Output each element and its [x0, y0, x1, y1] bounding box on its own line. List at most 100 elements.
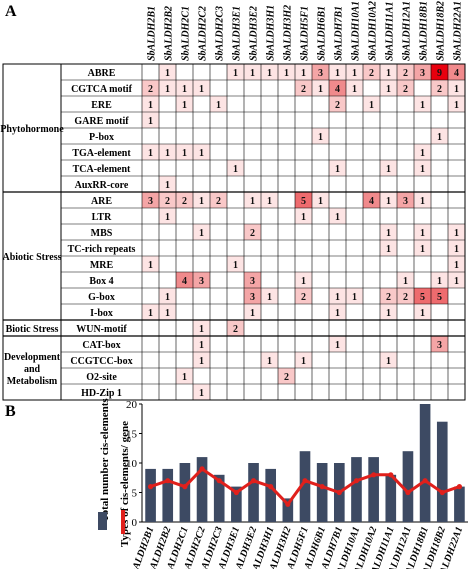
gene-header: SbALDH3E1 — [232, 6, 243, 61]
heatmap-cell-value: 1 — [182, 84, 187, 95]
heatmap-cell — [312, 224, 329, 240]
heatmap-cell-value: 2 — [165, 196, 170, 207]
heatmap-cell — [159, 256, 176, 272]
heatmap-cell — [380, 272, 397, 288]
heatmap-cell — [142, 64, 159, 80]
heatmap-cell — [210, 64, 227, 80]
heatmap-cell-value: 1 — [250, 196, 255, 207]
heatmap-cell — [210, 128, 227, 144]
heatmap-cell — [431, 256, 448, 272]
bar — [299, 451, 311, 522]
heatmap-cell — [244, 64, 261, 80]
heatmap-cell — [261, 352, 278, 368]
heatmap-cell-value: 3 — [250, 292, 255, 303]
heatmap-cell — [159, 352, 176, 368]
heatmap-cell — [278, 256, 295, 272]
heatmap-cell — [448, 176, 465, 192]
heatmap-cell-value: 1 — [233, 260, 238, 271]
heatmap-cell — [210, 384, 227, 400]
heatmap-cell — [193, 288, 210, 304]
heatmap-cell — [227, 368, 244, 384]
heatmap-cell — [346, 112, 363, 128]
heatmap-cell-value: 3 — [318, 68, 323, 79]
heatmap-cell — [329, 336, 346, 352]
heatmap-cell — [414, 208, 431, 224]
heatmap-cell — [397, 272, 414, 288]
heatmap-cell — [329, 352, 346, 368]
heatmap-cell — [363, 96, 380, 112]
heatmap-cell — [176, 304, 193, 320]
element-label: ERE — [91, 100, 112, 111]
heatmap-cell — [193, 176, 210, 192]
heatmap-cell — [193, 96, 210, 112]
heatmap-cell — [295, 320, 312, 336]
heatmap-cell — [295, 80, 312, 96]
element-label: Box 4 — [89, 276, 113, 287]
y-tick-label: 15 — [126, 429, 138, 441]
heatmap-cell — [346, 336, 363, 352]
line-point — [199, 466, 205, 472]
heatmap-cell — [261, 96, 278, 112]
heatmap-cell-value: 1 — [199, 148, 204, 159]
heatmap-cell — [193, 304, 210, 320]
heatmap-cell — [380, 352, 397, 368]
heatmap-cell — [397, 176, 414, 192]
heatmap-cell — [193, 272, 210, 288]
heatmap-cell — [159, 208, 176, 224]
heatmap-cell-value: 1 — [386, 244, 391, 255]
heatmap-cell-value: 3 — [437, 340, 442, 351]
heatmap-cell — [346, 384, 363, 400]
gene-header: SbALDH11A1 — [385, 2, 396, 61]
heatmap-cell — [431, 224, 448, 240]
heatmap-cell — [193, 320, 210, 336]
gene-header: SbALDH12A1 — [402, 1, 413, 61]
heatmap-cell — [227, 352, 244, 368]
heatmap-cell-value: 3 — [420, 68, 425, 79]
heatmap-cell — [312, 304, 329, 320]
heatmap-cell — [244, 128, 261, 144]
heatmap-cell — [261, 256, 278, 272]
heatmap-cell-value: 1 — [165, 308, 170, 319]
heatmap-cell — [261, 208, 278, 224]
heatmap-cell — [346, 80, 363, 96]
heatmap-cell — [295, 160, 312, 176]
heatmap-cell — [346, 320, 363, 336]
bar — [231, 486, 242, 522]
heatmap-cell — [227, 224, 244, 240]
heatmap-cell-value: 1 — [437, 276, 442, 287]
heatmap-cell — [261, 160, 278, 176]
heatmap-cell-value: 1 — [352, 68, 357, 79]
element-label: AuxRR-core — [75, 180, 129, 191]
heatmap-cell — [210, 112, 227, 128]
heatmap-cell — [210, 208, 227, 224]
heatmap-cell-value: 5 — [420, 292, 425, 303]
heatmap-cell-value: 1 — [267, 68, 272, 79]
heatmap-cell — [244, 224, 261, 240]
heatmap-cell — [329, 384, 346, 400]
line-point — [319, 484, 325, 490]
heatmap-cell — [278, 64, 295, 80]
heatmap-cell-value: 2 — [233, 324, 238, 335]
heatmap-cell — [261, 80, 278, 96]
heatmap-cell-value: 3 — [403, 196, 408, 207]
heatmap-cell — [278, 224, 295, 240]
heatmap-cell — [346, 352, 363, 368]
heatmap-cell-value: 2 — [386, 292, 391, 303]
heatmap-cell-value: 1 — [352, 84, 357, 95]
heatmap-cell-value: 1 — [454, 260, 459, 271]
gene-header: SbALDH18B1 — [419, 1, 430, 61]
heatmap-cell-value: 1 — [437, 132, 442, 143]
heatmap-cell — [380, 384, 397, 400]
heatmap-cell — [227, 304, 244, 320]
heatmap-cell — [414, 96, 431, 112]
heatmap-cell — [329, 368, 346, 384]
heatmap-cell — [414, 64, 431, 80]
heatmap-cell — [227, 176, 244, 192]
heatmap-cell — [346, 224, 363, 240]
heatmap-cell — [346, 160, 363, 176]
heatmap-cell — [312, 384, 329, 400]
heatmap-cell — [312, 352, 329, 368]
heatmap-cell — [227, 208, 244, 224]
heatmap-cell — [380, 256, 397, 272]
heatmap-cell — [448, 240, 465, 256]
